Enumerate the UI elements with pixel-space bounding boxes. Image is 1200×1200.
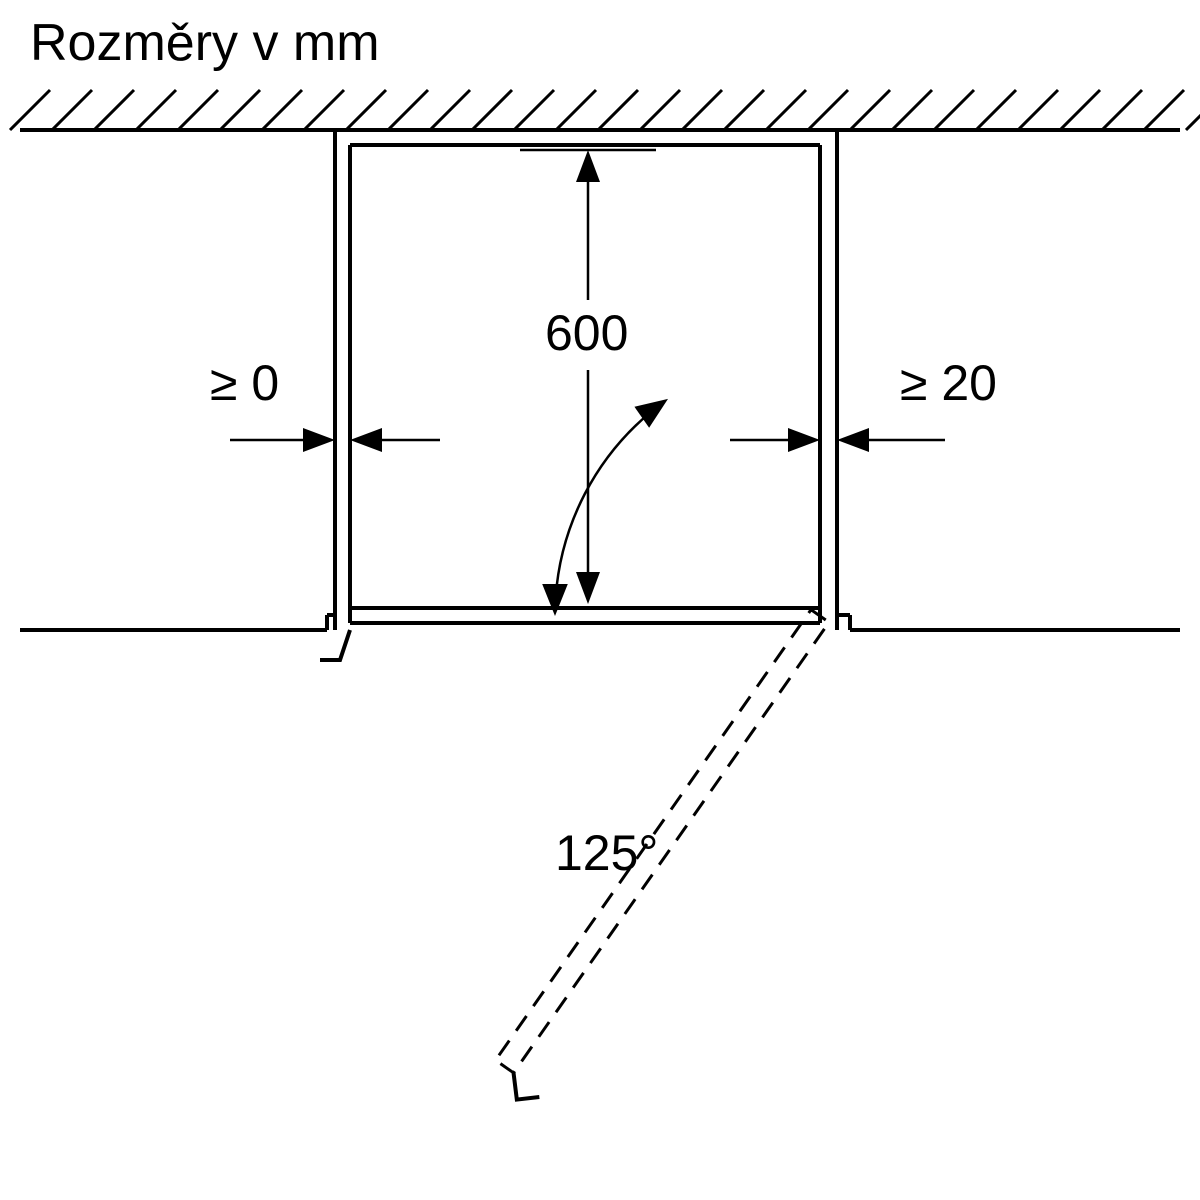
wall-hatching	[10, 90, 1200, 130]
dim-gap-left: ≥ 0	[210, 355, 440, 452]
dim-gap-left-value: ≥ 0	[210, 355, 279, 411]
door-open	[496, 610, 829, 1100]
dim-door-angle-value: 125°	[555, 825, 658, 881]
appliance-body	[350, 145, 820, 623]
dim-gap-right-value: ≥ 20	[900, 355, 997, 411]
installation-diagram: Rozměry v mm 600 ≥ 0	[0, 0, 1200, 1200]
dim-door-angle: 125°	[542, 399, 668, 881]
dim-gap-right: ≥ 20	[730, 355, 997, 452]
handle-detail	[320, 630, 350, 660]
title: Rozměry v mm	[30, 14, 380, 72]
dim-depth-value: 600	[545, 305, 628, 361]
dim-depth: 600	[520, 150, 656, 604]
